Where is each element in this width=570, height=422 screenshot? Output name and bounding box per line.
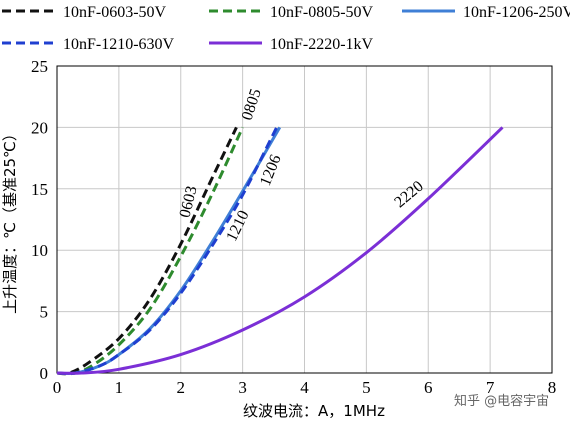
- x-axis-ticks: 0 1 2 3 4 5 6 7 8: [53, 378, 557, 397]
- y-tick-label: 20: [31, 118, 48, 137]
- legend: 10nF-0603-50V 10nF-0805-50V 10nF-1206-250V…: [2, 4, 570, 53]
- series-label-0603: 0603: [177, 184, 201, 219]
- legend-entry: 10nF-1206-250V: [463, 4, 570, 21]
- y-tick-label: 10: [31, 241, 48, 260]
- y-tick-label: 0: [40, 364, 49, 383]
- x-tick-label: 4: [300, 378, 309, 397]
- y-tick-label: 25: [31, 57, 48, 76]
- watermark: 知乎 @电容宇宙: [454, 393, 549, 409]
- legend-entry: 10nF-0603-50V: [63, 4, 167, 21]
- x-tick-label: 7: [486, 378, 495, 397]
- y-tick-label: 15: [31, 180, 48, 199]
- x-tick-label: 6: [424, 378, 433, 397]
- x-axis-label: 纹波电流：A，1MHz: [243, 402, 385, 420]
- legend-entry: 10nF-0805-50V: [270, 4, 374, 21]
- x-tick-label: 3: [238, 378, 247, 397]
- x-tick-label: 8: [548, 378, 557, 397]
- x-tick-label: 2: [177, 378, 186, 397]
- y-axis-label: 上升温度：℃（基准25℃）: [1, 126, 19, 314]
- x-tick-label: 0: [53, 378, 62, 397]
- plot-area: [56, 65, 553, 374]
- legend-entry: 10nF-2220-1kV: [270, 36, 374, 53]
- series-line-1210: [56, 126, 278, 376]
- x-tick-label: 5: [362, 378, 371, 397]
- y-axis-ticks: 0 5 10 15 20 25: [31, 57, 48, 383]
- x-tick-label: 1: [115, 378, 124, 397]
- series-lines: [56, 126, 504, 376]
- series-label-1210: 1210: [223, 208, 252, 244]
- series-line-2220: [56, 126, 504, 375]
- y-tick-label: 5: [40, 303, 49, 322]
- legend-entry: 10nF-1210-630V: [63, 36, 175, 53]
